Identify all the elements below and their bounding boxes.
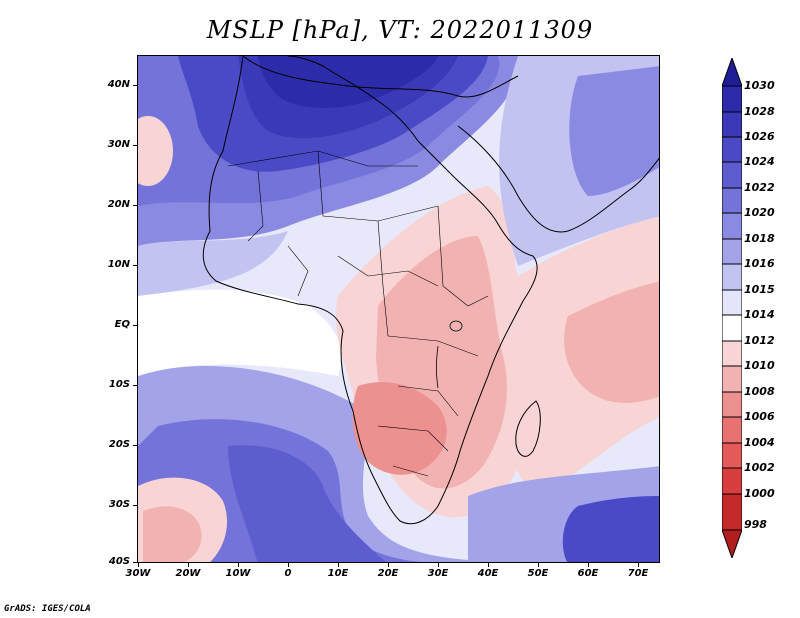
lon-tick [588,563,589,567]
lat-label-eq: EQ [114,319,130,330]
lon-tick [238,563,239,567]
region-azores-low [138,116,173,186]
colorbar-label: 1012 [744,334,775,347]
coastline-mediterranean [242,56,519,98]
colorbar-swatch [722,289,742,316]
lake-victoria [449,320,463,332]
lat-tick [133,445,137,446]
lon-tick [488,563,489,567]
colorbar-label: 998 [744,518,767,531]
lake-tanganyika [436,345,439,389]
lon-tick [188,563,189,567]
region-atlantic-tropics [138,289,342,376]
colorbar-label: 1015 [744,283,775,296]
lon-label-50e: 50E [527,568,549,579]
colorbar-swatch [722,493,742,531]
lat-tick [133,205,137,206]
lat-tick [133,85,137,86]
colorbar-label: 1002 [744,461,775,474]
lon-label-40e: 40E [477,568,499,579]
colorbar-swatch [722,340,742,367]
map-title: MSLP [hPa], VT: 2022011309 [206,16,594,44]
lon-tick [638,563,639,567]
lon-tick [288,563,289,567]
colorbar-swatch [722,111,742,138]
lat-label-30s: 30S [108,499,130,510]
lon-label-30e: 30E [427,568,449,579]
colorbar-bottom-arrow [722,529,742,558]
colorbar-label: 1024 [744,155,775,168]
lon-tick [138,563,139,567]
coastline-arabia [457,125,659,233]
coastline-africa [202,56,538,525]
region-arabia-high-core [569,66,659,196]
colorbar-swatch [722,416,742,444]
colorbar-label: 1010 [744,359,775,372]
map-area[interactable] [137,55,660,563]
region-south-atlantic-inner [228,445,386,562]
lat-label-40s: 40S [108,556,130,567]
colorbar-label: 1006 [744,410,775,423]
lon-tick [438,563,439,567]
colorbar-label: 1000 [744,487,775,500]
colorbar-label: 1008 [744,385,775,398]
lon-tick [388,563,389,567]
lat-label-20n: 20N [107,199,130,210]
colorbar-label: 1016 [744,257,775,270]
pressure-field [138,56,659,562]
lat-tick [133,505,137,506]
credit-text: GrADS: IGES/COLA [4,604,91,614]
lon-label-10w: 10W [225,568,251,579]
lat-tick [133,325,137,326]
region-indian-ocean-low-core [564,281,659,403]
colorbar-label: 1004 [744,436,775,449]
colorbar-label: 1030 [744,79,775,92]
lat-label-40n: 40N [107,79,130,90]
colorbar-swatch [722,263,742,291]
colorbar-label: 1014 [744,308,775,321]
lon-label-20e: 20E [377,568,399,579]
lat-tick [133,562,137,563]
colorbar-swatch [722,136,742,163]
lon-label-0: 0 [284,568,292,579]
lat-label-30n: 30N [107,139,130,150]
lat-label-10s: 10S [108,379,130,390]
lon-label-30w: 30W [125,568,151,579]
colorbar-swatch [722,365,742,393]
lat-tick [133,265,137,266]
colorbar-top-arrow [722,58,742,87]
colorbar-swatch [722,85,742,113]
colorbar-swatch [722,161,742,189]
colorbar-label: 1018 [744,232,775,245]
lat-label-10n: 10N [107,259,130,270]
colorbar-swatch [722,314,742,342]
colorbar-swatch [722,391,742,418]
colorbar-label: 1020 [744,206,775,219]
lon-label-20w: 20W [175,568,201,579]
colorbar-swatch [722,442,742,469]
colorbar [722,58,742,558]
lon-tick [538,563,539,567]
colorbar-label: 1028 [744,105,775,118]
colorbar-swatch [722,187,742,214]
lon-tick [338,563,339,567]
colorbar-swatch [722,212,742,240]
colorbar-swatch [722,467,742,495]
lon-label-10e: 10E [327,568,349,579]
country-borders [227,150,489,477]
region-atlantic-west [138,231,288,296]
region-north-high-peak [258,56,438,108]
region-southwest-low-core [143,506,202,562]
lon-label-60e: 60E [577,568,599,579]
region-south-indian-high-core [562,496,659,562]
lat-tick [133,145,137,146]
colorbar-swatch [722,238,742,265]
colorbar-label: 1026 [744,130,775,143]
lon-label-70e: 70E [627,568,649,579]
colorbar-label: 1022 [744,181,775,194]
lat-tick [133,385,137,386]
coastline-madagascar [515,400,541,457]
lat-label-20s: 20S [108,439,130,450]
